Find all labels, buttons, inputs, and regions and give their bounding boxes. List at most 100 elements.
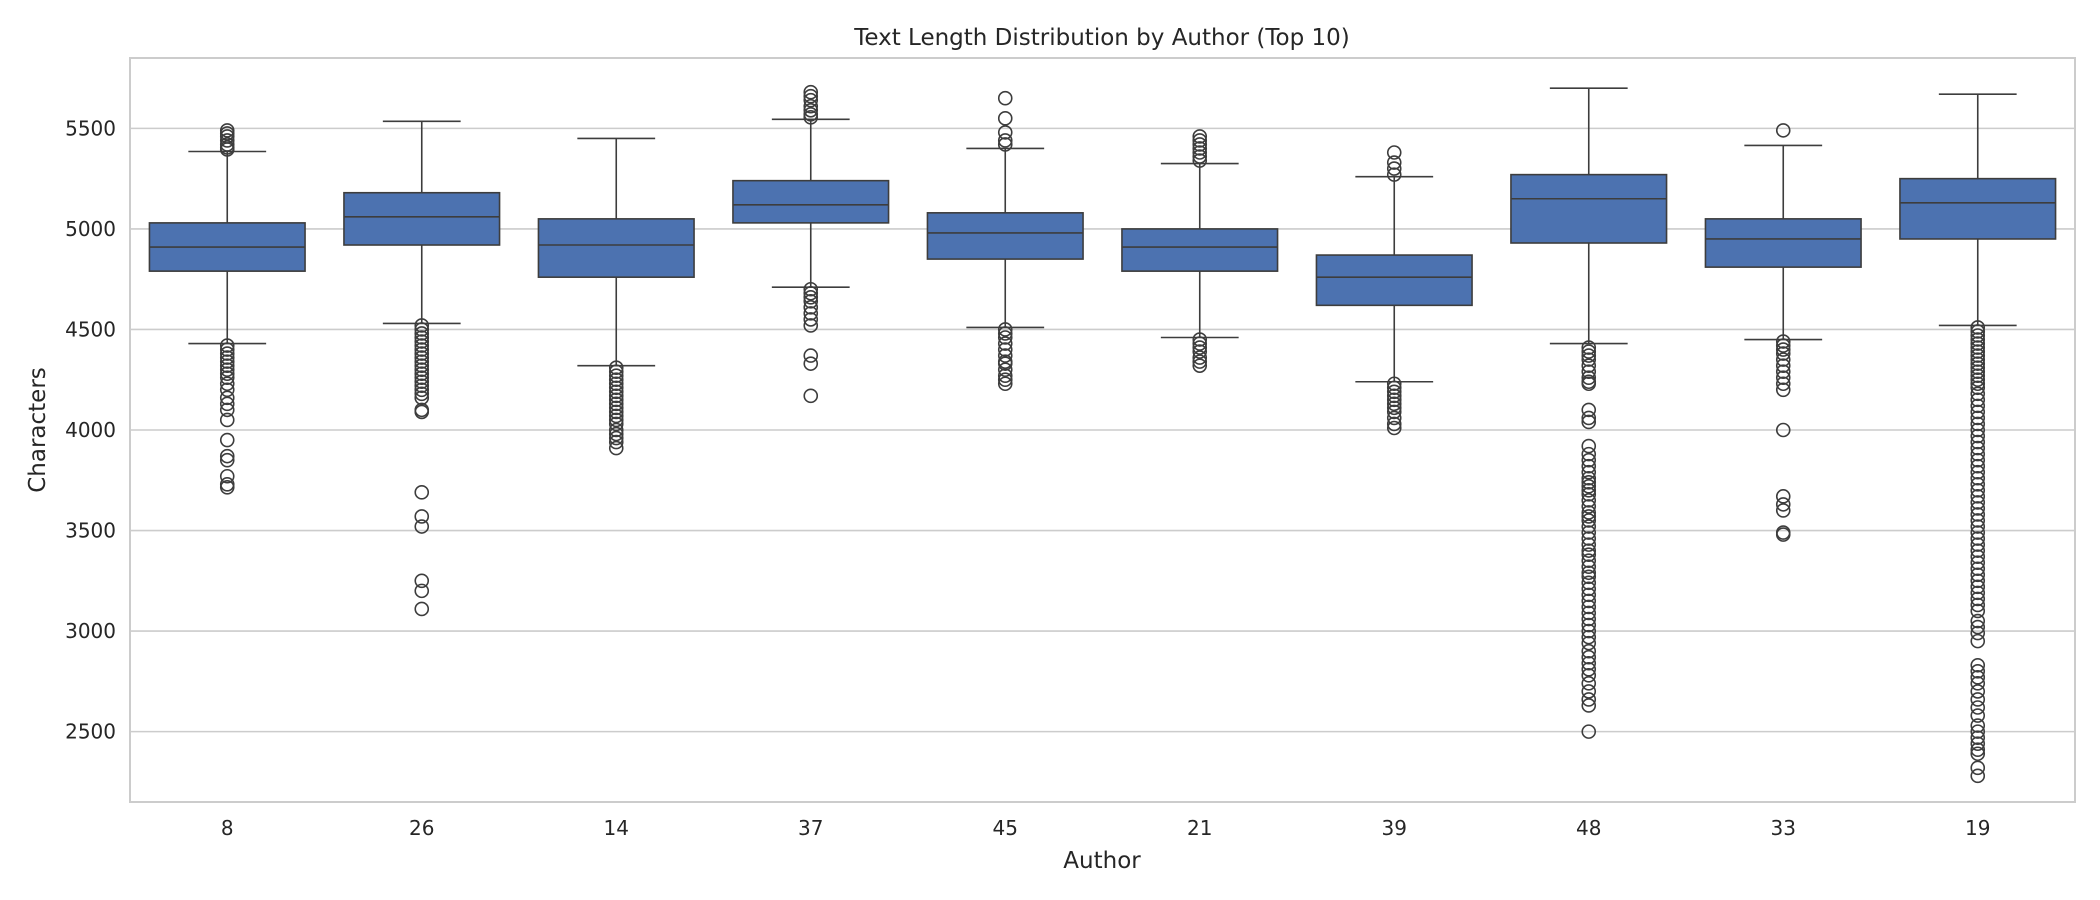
outlier-point xyxy=(1970,561,1986,577)
outlier-point xyxy=(803,84,819,100)
outlier-point xyxy=(1581,531,1597,546)
outlier-point xyxy=(219,137,235,152)
outlier-point xyxy=(608,384,624,400)
outlier-point xyxy=(414,404,430,420)
outlier-point xyxy=(803,356,819,371)
outlier-point xyxy=(608,434,624,450)
outlier-point xyxy=(1386,161,1402,176)
outlier-point xyxy=(1581,438,1597,454)
outlier-point xyxy=(1581,724,1597,739)
outlier-point xyxy=(1386,167,1402,182)
outlier-point xyxy=(219,390,235,406)
outlier-point xyxy=(608,416,624,432)
outlier-point xyxy=(1192,354,1208,369)
outlier-point xyxy=(414,378,430,394)
outlier-point xyxy=(1970,398,1986,414)
outlier-point xyxy=(1581,464,1597,480)
outlier-point xyxy=(803,300,819,315)
outlier-point xyxy=(219,468,235,484)
outlier-point xyxy=(1970,619,1986,635)
outlier-point xyxy=(1970,724,1986,739)
plot-frame xyxy=(129,57,2076,803)
outlier-point xyxy=(1775,364,1791,379)
outlier-point xyxy=(1581,587,1597,603)
outlier-point xyxy=(1581,623,1597,639)
outlier-point xyxy=(608,376,624,392)
outlier-point xyxy=(1970,579,1986,595)
outlier-point xyxy=(997,362,1013,377)
outlier-point xyxy=(414,342,430,357)
outlier-point xyxy=(1581,629,1597,645)
outlier-point xyxy=(1192,336,1208,351)
outlier-point xyxy=(1192,133,1208,148)
outlier-point xyxy=(1581,446,1597,462)
outlier-point xyxy=(1970,708,1986,723)
iqr-box xyxy=(1121,228,1279,272)
outlier-point xyxy=(1970,368,1986,384)
outlier-point xyxy=(1581,605,1597,621)
outlier-point xyxy=(414,322,430,337)
outlier-point xyxy=(1581,483,1597,498)
outlier-point xyxy=(1970,328,1986,343)
box-group-author-21 xyxy=(1121,162,1279,339)
box-group-author-8 xyxy=(148,150,306,345)
outlier-point xyxy=(997,326,1013,341)
outlier-point xyxy=(1970,501,1986,516)
outlier-point xyxy=(1581,599,1597,615)
outlier-point xyxy=(1581,505,1597,520)
box-group-author-39 xyxy=(1315,175,1473,383)
outlier-point xyxy=(1970,692,1986,707)
x-tick-label: 21 xyxy=(1187,816,1212,840)
outlier-point xyxy=(1970,760,1986,776)
outlier-point xyxy=(1970,543,1986,558)
outlier-point xyxy=(1581,493,1597,508)
outlier-point xyxy=(1970,376,1986,392)
outlier-point xyxy=(803,107,819,122)
x-tick-label: 48 xyxy=(1576,816,1601,840)
outlier-point xyxy=(803,318,819,333)
outlier-point xyxy=(1970,404,1986,420)
outlier-point xyxy=(1192,129,1208,144)
outlier-point xyxy=(414,366,430,381)
outlier-point xyxy=(1775,489,1791,504)
outlier-point xyxy=(1581,565,1597,581)
outlier-point xyxy=(1581,376,1597,392)
outlier-point xyxy=(997,330,1013,345)
outlier-point xyxy=(997,356,1013,371)
outlier-point xyxy=(414,390,430,406)
outlier-point xyxy=(1970,356,1986,371)
outlier-point xyxy=(1581,364,1597,379)
outlier-point xyxy=(608,440,624,456)
outlier-point xyxy=(997,342,1013,357)
outlier-point xyxy=(997,125,1013,140)
box-group-author-14 xyxy=(537,137,695,367)
outlier-point xyxy=(803,285,819,301)
box-group-author-45 xyxy=(926,147,1084,329)
outlier-point xyxy=(1581,692,1597,707)
outlier-point xyxy=(1581,509,1597,524)
outlier-point xyxy=(1970,470,1986,486)
outlier-point xyxy=(1581,676,1597,691)
iqr-box xyxy=(537,218,695,278)
outlier-point xyxy=(1581,537,1597,552)
outlier-point xyxy=(1970,718,1986,733)
outlier-point xyxy=(803,294,819,309)
y-tick-label: 4000 xyxy=(65,418,116,442)
outlier-point xyxy=(997,372,1013,388)
outlier-point xyxy=(1581,513,1597,528)
outlier-point xyxy=(1581,470,1597,486)
outlier-point xyxy=(1970,597,1986,613)
outlier-point xyxy=(1970,464,1986,480)
outlier-point xyxy=(1970,446,1986,462)
outlier-point xyxy=(219,382,235,398)
outlier-point xyxy=(1581,649,1597,665)
tick-labels-layer: 2500 3000 3500 4000 4500 5000 5500 8 26 14 37 45 21 3… xyxy=(65,116,1990,840)
outlier-point xyxy=(1581,410,1597,426)
outlier-point xyxy=(1192,137,1208,152)
outlier-point xyxy=(1970,386,1986,402)
outlier-point xyxy=(997,336,1013,351)
outlier-point xyxy=(1581,684,1597,699)
outlier-point xyxy=(1970,591,1986,607)
outlier-point xyxy=(1970,684,1986,699)
